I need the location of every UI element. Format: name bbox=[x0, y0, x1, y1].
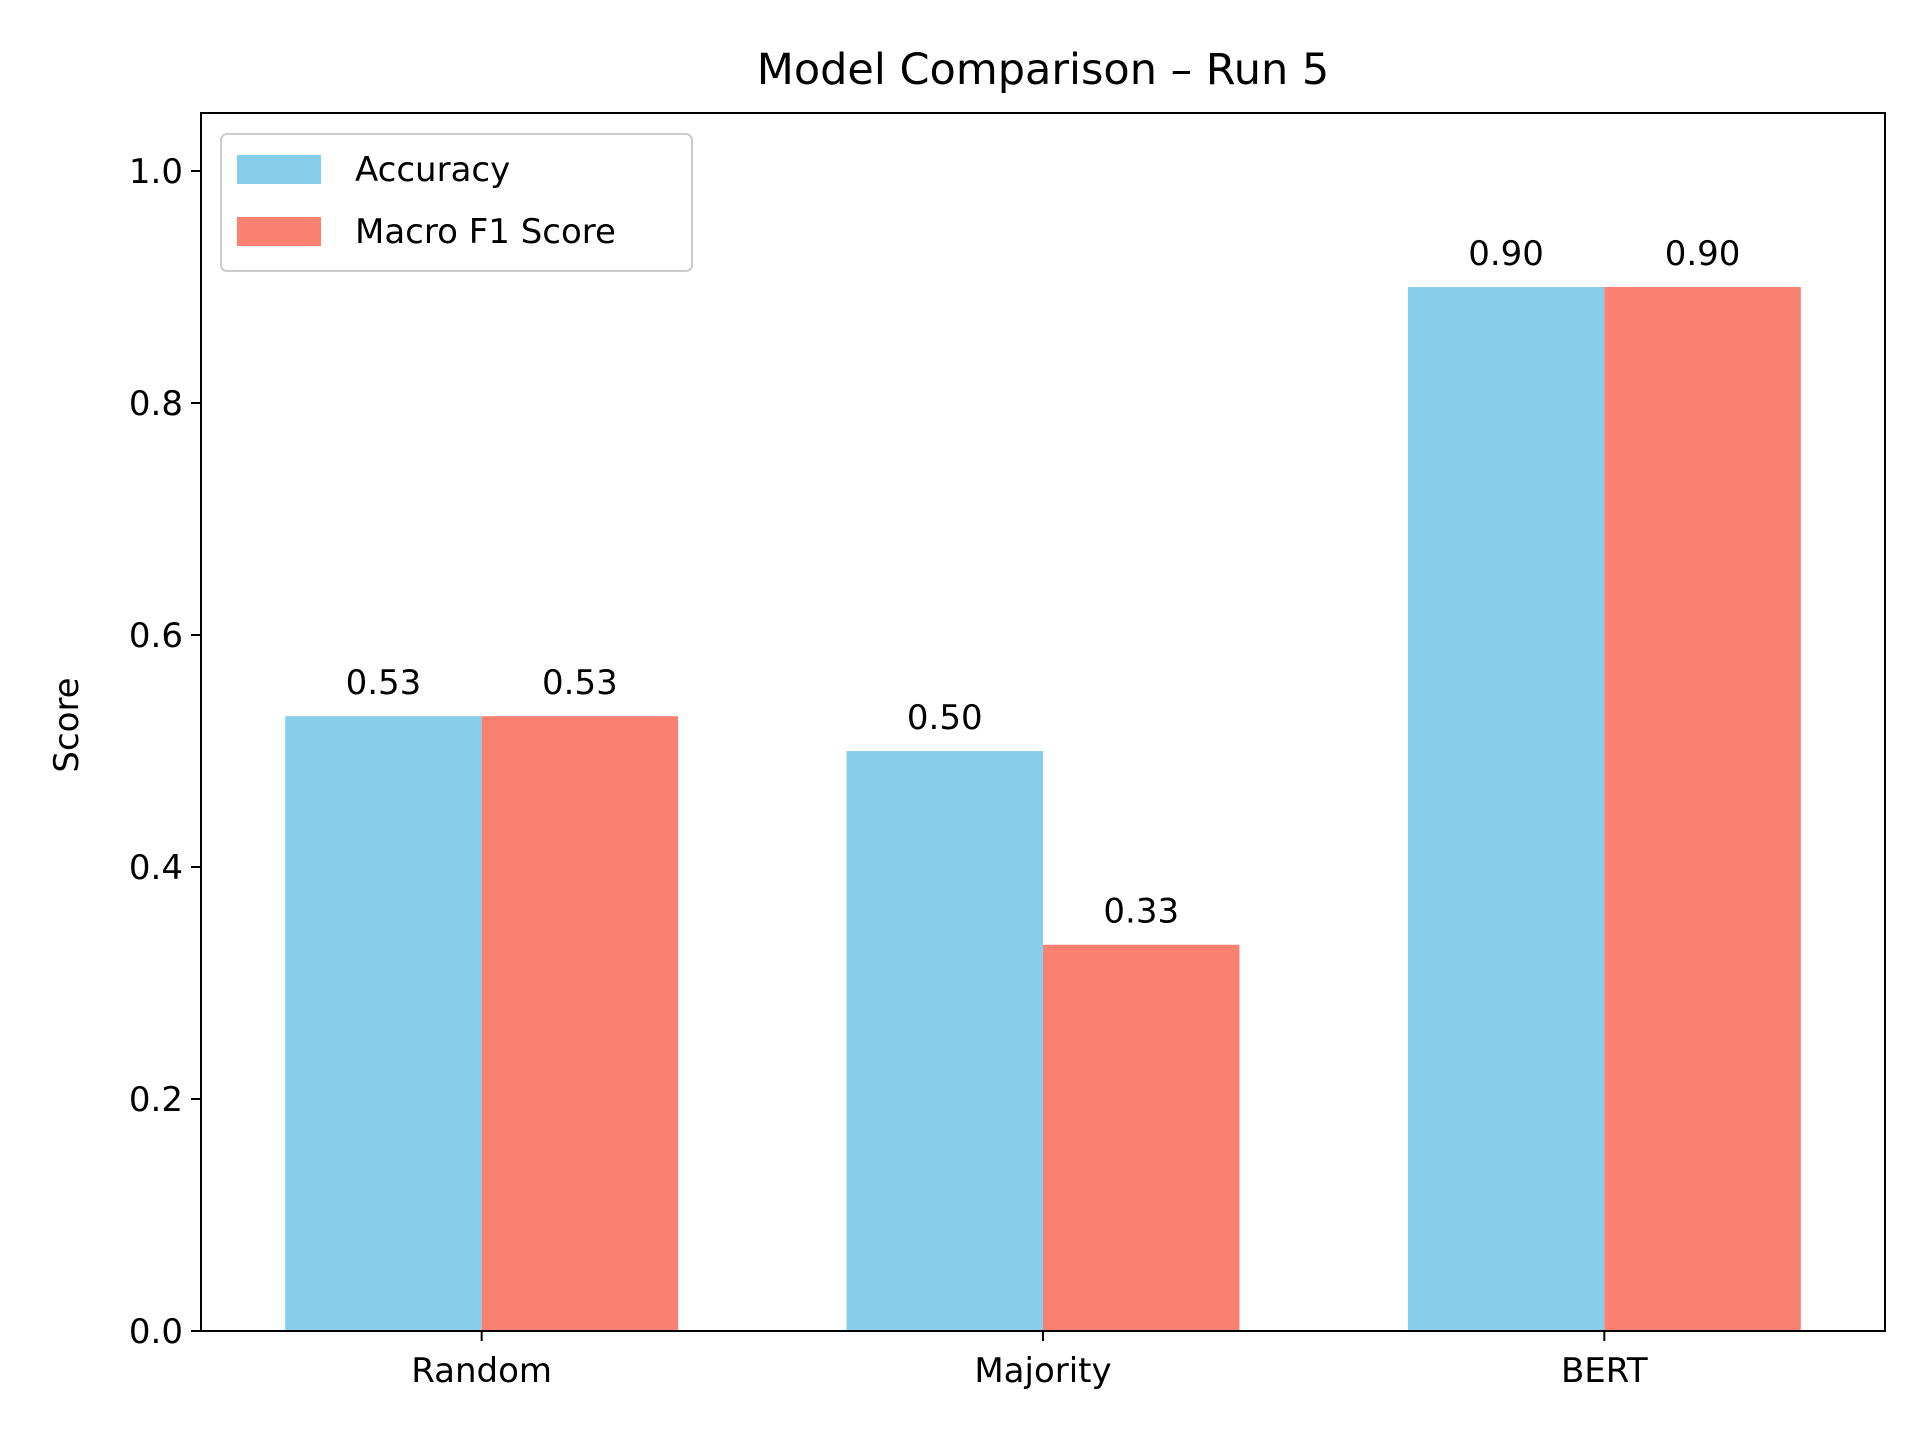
legend-label-macro-f1-score: Macro F1 Score bbox=[355, 212, 616, 252]
legend-swatch-macro-f1-score bbox=[237, 217, 321, 246]
value-label-accuracy-bert: 0.90 bbox=[1468, 234, 1544, 274]
y-tick-label: 0.6 bbox=[129, 616, 183, 656]
y-tick-label: 0.8 bbox=[129, 384, 183, 424]
bar-macro-f1-score-majority bbox=[1043, 944, 1240, 1331]
chart-title: Model Comparison – Run 5 bbox=[757, 45, 1330, 95]
bar-accuracy-majority bbox=[846, 751, 1043, 1331]
legend-swatch-accuracy bbox=[237, 155, 321, 184]
x-tick-label: Majority bbox=[974, 1351, 1111, 1391]
bar-accuracy-random bbox=[285, 716, 482, 1331]
x-tick-label: BERT bbox=[1561, 1351, 1648, 1391]
value-label-macro-f1-score-random: 0.53 bbox=[542, 663, 618, 703]
y-tick-label: 0.4 bbox=[129, 848, 183, 888]
y-tick-label: 0.2 bbox=[129, 1080, 183, 1120]
x-axis: Random Majority BERT bbox=[411, 1331, 1648, 1391]
value-label-accuracy-random: 0.53 bbox=[346, 663, 422, 703]
plot-frame bbox=[200, 112, 1886, 1332]
y-axis-label: Score bbox=[47, 677, 87, 772]
value-label-accuracy-majority: 0.50 bbox=[907, 698, 983, 738]
value-labels-layer: 0.53 0.50 0.90 0.53 0.33 0.90 bbox=[346, 234, 1741, 932]
value-label-macro-f1-score-bert: 0.90 bbox=[1665, 234, 1741, 274]
legend-label-accuracy: Accuracy bbox=[355, 150, 510, 190]
value-label-macro-f1-score-majority: 0.33 bbox=[1103, 892, 1179, 932]
y-axis: 0.0 0.2 0.4 0.6 0.8 1.0 bbox=[129, 152, 201, 1352]
bar-accuracy-bert bbox=[1407, 287, 1605, 1331]
legend: Accuracy Macro F1 Score bbox=[220, 133, 693, 272]
bar-macro-f1-score-random bbox=[481, 716, 679, 1331]
y-tick-label: 1.0 bbox=[129, 152, 183, 192]
y-tick-label: 0.0 bbox=[129, 1312, 183, 1352]
bars-layer bbox=[285, 287, 1801, 1331]
x-tick-label: Random bbox=[411, 1351, 552, 1391]
legend-box bbox=[220, 133, 693, 272]
bar-macro-f1-score-bert bbox=[1604, 287, 1801, 1331]
